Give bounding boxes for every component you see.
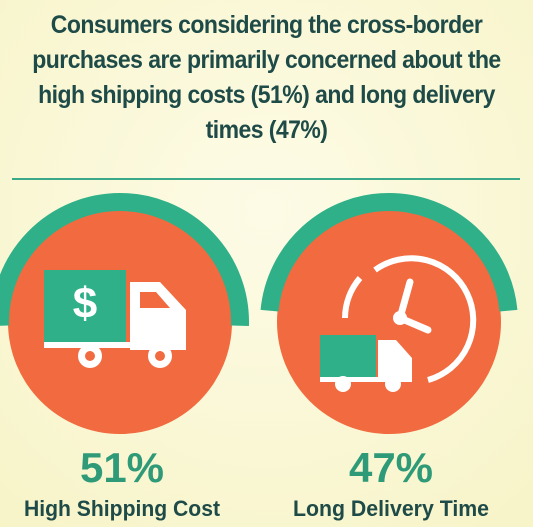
value-label: 51% <box>80 444 164 491</box>
gauge-arc <box>260 193 518 312</box>
category-label: Long Delivery Time <box>293 496 489 521</box>
value-label: 47% <box>349 444 433 491</box>
title: Consumers considering the cross-border p… <box>32 11 501 144</box>
dollar-icon: $ <box>73 279 97 328</box>
category-label: High Shipping Cost <box>24 496 221 521</box>
gauge-arc <box>0 193 249 327</box>
clock-icon <box>320 255 477 392</box>
circle <box>277 210 501 434</box>
truck-icon: $ <box>44 270 186 368</box>
